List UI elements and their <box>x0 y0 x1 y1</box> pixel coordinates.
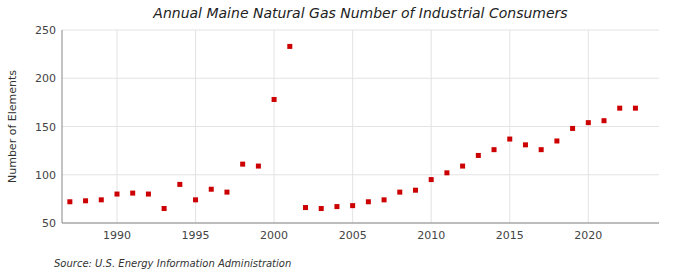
source-note: Source: U.S. Energy Information Administ… <box>54 258 291 269</box>
point <box>350 203 355 208</box>
point <box>334 204 339 209</box>
point <box>539 147 544 152</box>
point <box>162 206 167 211</box>
grid-line-x <box>509 30 510 223</box>
chart-svg: 50 100 150 200 250 1990 1995 2000 2005 2010 2015 20… <box>0 0 675 275</box>
point <box>366 199 371 204</box>
point <box>303 205 308 210</box>
point <box>444 170 449 175</box>
point <box>256 164 261 169</box>
x-tick-label: 2010 <box>417 229 445 242</box>
point <box>492 147 497 152</box>
grid-line-x <box>195 30 196 223</box>
point <box>460 164 465 169</box>
title: Annual Maine Natural Gas Number of Indus… <box>152 5 567 21</box>
point <box>146 192 151 197</box>
grid-line-y <box>62 30 659 31</box>
chart-container: 50 100 150 200 250 1990 1995 2000 2005 2010 2015 20… <box>0 0 675 275</box>
point <box>633 106 638 111</box>
point <box>523 142 528 147</box>
grid-line-x <box>274 30 275 223</box>
grid-line-y <box>62 174 659 175</box>
point <box>429 177 434 182</box>
point <box>287 44 292 49</box>
grid-line-y <box>62 78 659 79</box>
point <box>130 191 135 196</box>
point <box>240 162 245 167</box>
point <box>413 188 418 193</box>
x-tick-label: 2000 <box>260 229 288 242</box>
x-tick-label: 2005 <box>339 229 367 242</box>
point <box>382 197 387 202</box>
grid-line-y <box>62 126 659 127</box>
grid-line-y <box>62 223 659 224</box>
y-tick-label: 100 <box>35 169 56 182</box>
point <box>554 138 559 143</box>
point <box>114 192 119 197</box>
x-axis-line <box>62 223 659 224</box>
y-axis-label: Number of Elements <box>6 70 19 183</box>
y-tick-label: 50 <box>42 217 56 230</box>
grid-line-x <box>588 30 589 223</box>
x-tick-label: 2015 <box>496 229 524 242</box>
y-tick-label: 250 <box>35 24 56 37</box>
x-tick-label: 2020 <box>574 229 602 242</box>
point <box>67 199 72 204</box>
y-tick-label: 150 <box>35 121 56 134</box>
grid-line-x <box>352 30 353 223</box>
point <box>476 153 481 158</box>
x-tick-label: 1990 <box>103 229 131 242</box>
grid-line-x <box>431 30 432 223</box>
point <box>209 187 214 192</box>
point <box>397 190 402 195</box>
point <box>272 97 277 102</box>
point <box>570 126 575 131</box>
points <box>67 44 638 211</box>
point <box>507 137 512 142</box>
point <box>319 206 324 211</box>
point <box>224 190 229 195</box>
y-axis-line <box>62 30 63 223</box>
x-tick-label: 1995 <box>182 229 210 242</box>
point <box>617 106 622 111</box>
point <box>177 182 182 187</box>
point <box>193 197 198 202</box>
point <box>99 197 104 202</box>
point <box>83 198 88 203</box>
grid <box>62 30 659 223</box>
y-tick-label: 200 <box>35 72 56 85</box>
point <box>586 120 591 125</box>
point <box>602 118 607 123</box>
